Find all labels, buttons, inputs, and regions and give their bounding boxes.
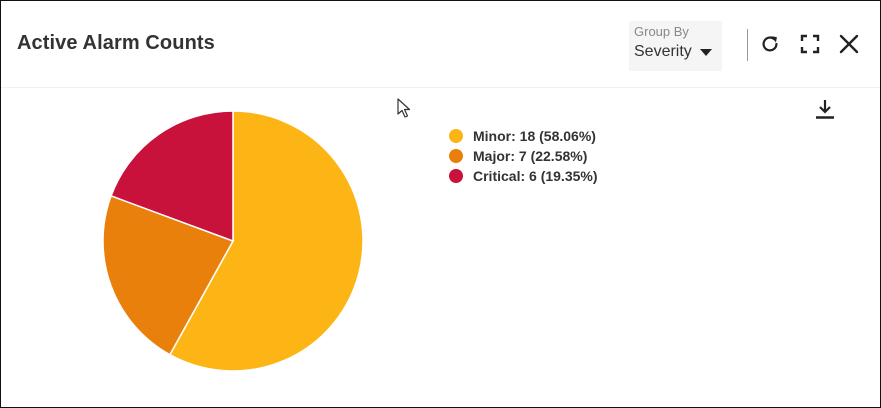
pie-slice-critical[interactable] bbox=[110, 110, 234, 243]
group-by-dropdown[interactable]: Group By Severity bbox=[629, 21, 722, 71]
close-icon bbox=[839, 34, 859, 54]
legend-item-minor[interactable]: Minor: 18 (58.06%) bbox=[449, 126, 598, 146]
mouse-pointer-icon bbox=[397, 98, 411, 118]
legend-dot-minor bbox=[449, 129, 463, 143]
legend-item-critical[interactable]: Critical: 6 (19.35%) bbox=[449, 166, 598, 186]
widget-title: Active Alarm Counts bbox=[17, 32, 215, 54]
group-by-value-row: Severity bbox=[634, 43, 717, 61]
legend-dot-major bbox=[449, 149, 463, 163]
legend-dot-critical bbox=[449, 169, 463, 183]
refresh-button[interactable] bbox=[757, 31, 783, 57]
legend-label-major: Major: 7 (22.58%) bbox=[473, 148, 588, 164]
download-icon bbox=[816, 100, 834, 119]
pie-slice-major[interactable] bbox=[102, 194, 235, 356]
expand-button[interactable] bbox=[797, 31, 823, 57]
legend-label-critical: Critical: 6 (19.35%) bbox=[473, 168, 598, 184]
close-button[interactable] bbox=[836, 31, 862, 57]
pie-slice-minor[interactable] bbox=[168, 110, 364, 372]
refresh-icon bbox=[762, 36, 778, 52]
legend-label-minor: Minor: 18 (58.06%) bbox=[473, 128, 596, 144]
expand-icon bbox=[800, 34, 820, 54]
severity-pie-chart bbox=[102, 110, 364, 372]
legend-item-major[interactable]: Major: 7 (22.58%) bbox=[449, 146, 598, 166]
toolbar-divider bbox=[747, 29, 748, 61]
download-button[interactable] bbox=[812, 96, 838, 122]
pie-slices bbox=[102, 110, 364, 372]
chart-legend: Minor: 18 (58.06%) Major: 7 (22.58%) Cri… bbox=[449, 126, 598, 186]
group-by-label: Group By bbox=[634, 24, 689, 39]
widget-header: Active Alarm Counts Group By Severity bbox=[1, 1, 880, 88]
group-by-value: Severity bbox=[634, 43, 692, 60]
caret-down-icon bbox=[699, 48, 712, 56]
